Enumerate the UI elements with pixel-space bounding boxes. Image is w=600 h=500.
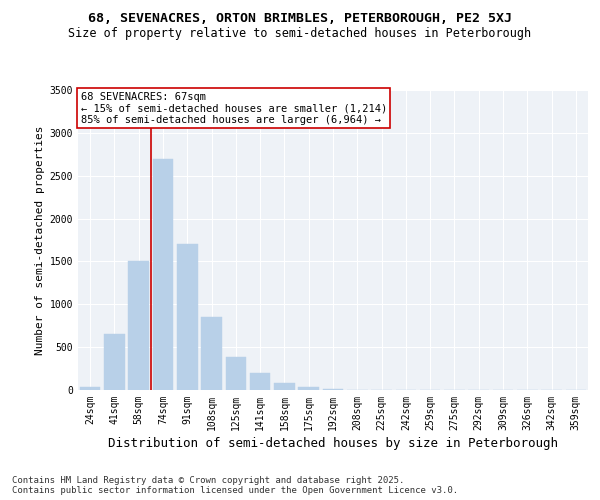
Text: 68, SEVENACRES, ORTON BRIMBLES, PETERBOROUGH, PE2 5XJ: 68, SEVENACRES, ORTON BRIMBLES, PETERBOR… (88, 12, 512, 26)
Text: Size of property relative to semi-detached houses in Peterborough: Size of property relative to semi-detach… (68, 28, 532, 40)
Bar (104, 334, 125, 390)
Bar (152, 158, 173, 390)
Bar (250, 373, 271, 390)
Text: 68 SEVENACRES: 67sqm
← 15% of semi-detached houses are smaller (1,214)
85% of se: 68 SEVENACRES: 67sqm ← 15% of semi-detac… (80, 92, 387, 124)
Bar (80, 388, 100, 390)
Bar (128, 262, 149, 390)
Bar (274, 383, 295, 390)
Text: Contains HM Land Registry data © Crown copyright and database right 2025.
Contai: Contains HM Land Registry data © Crown c… (12, 476, 458, 495)
Bar (201, 317, 222, 390)
Bar (323, 389, 343, 390)
X-axis label: Distribution of semi-detached houses by size in Peterborough: Distribution of semi-detached houses by … (108, 437, 558, 450)
Bar (177, 244, 197, 390)
Bar (226, 358, 246, 390)
Bar (298, 388, 319, 390)
Y-axis label: Number of semi-detached properties: Number of semi-detached properties (35, 125, 46, 355)
